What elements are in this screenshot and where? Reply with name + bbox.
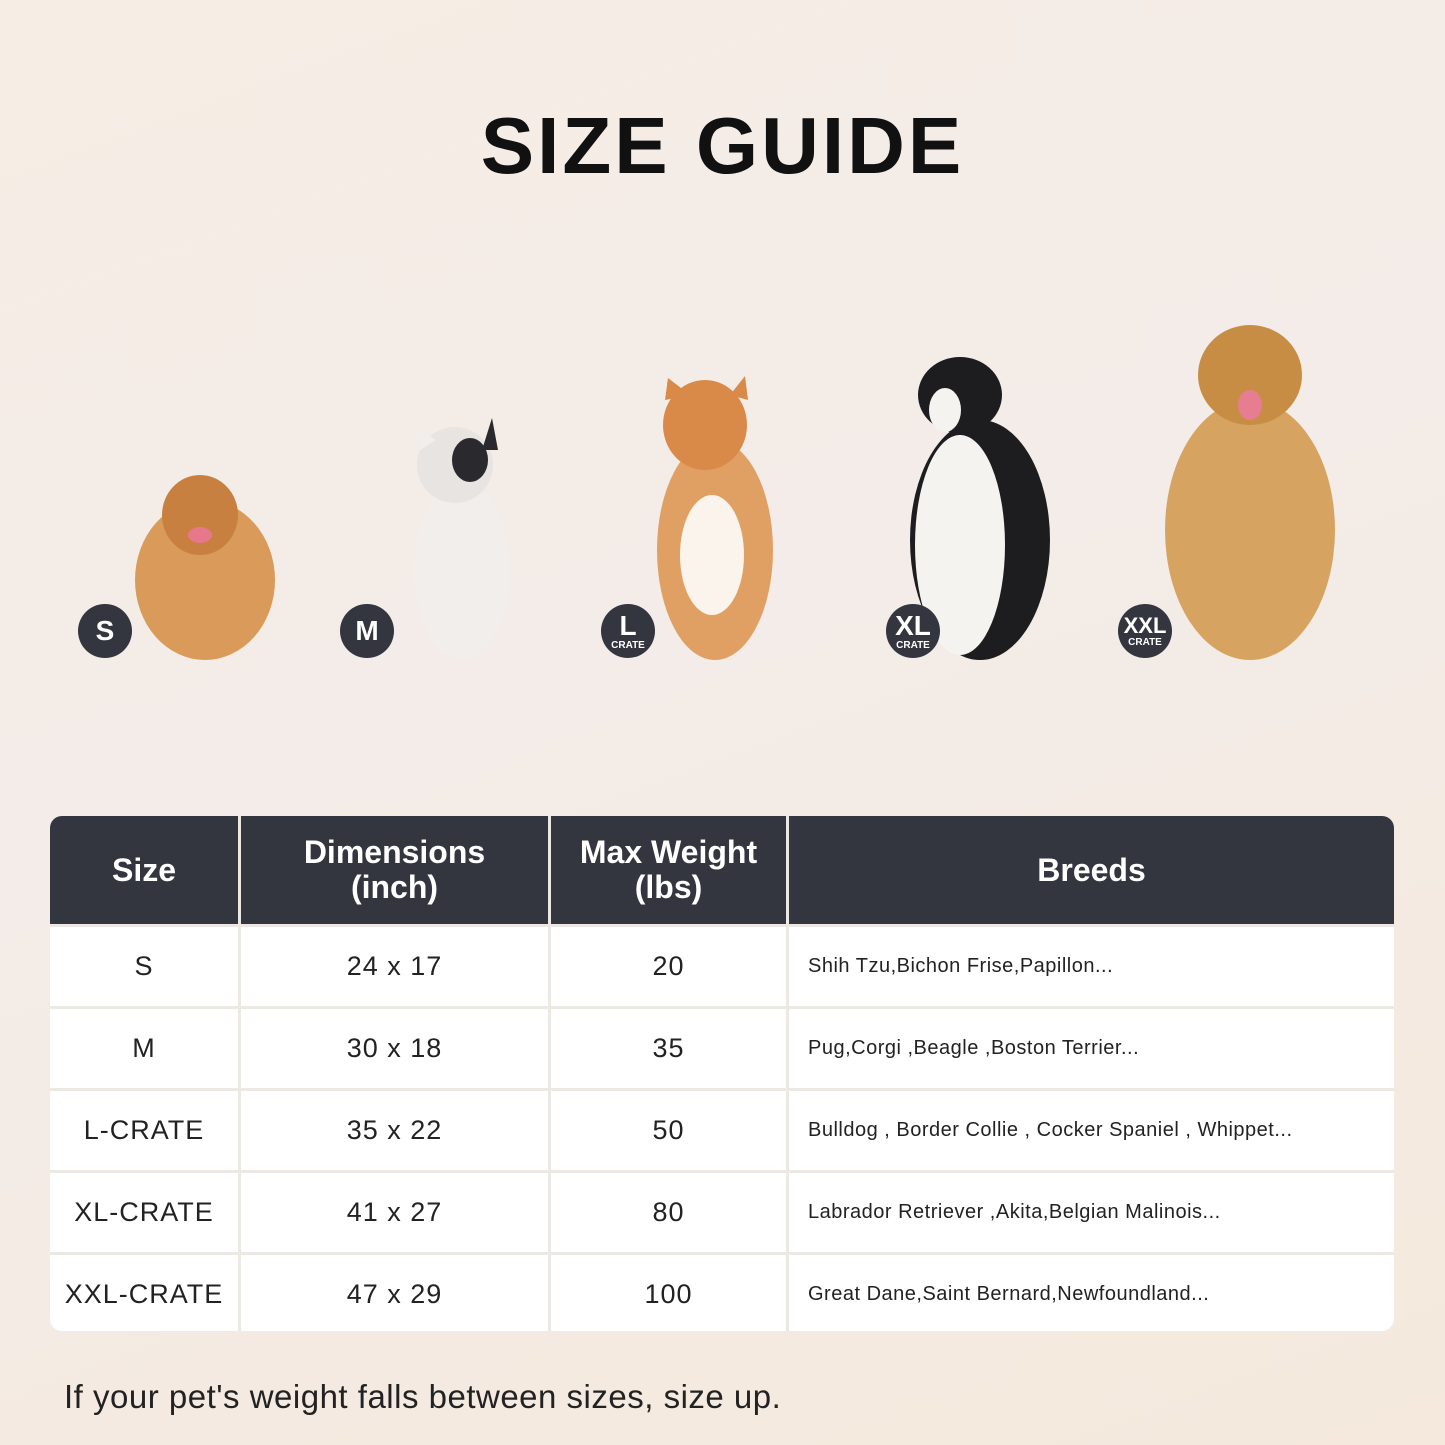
- cell-breeds: Pug,Corgi ,Beagle ,Boston Terrier...: [789, 1009, 1394, 1088]
- cell-dimensions: 35 x 22: [241, 1091, 548, 1170]
- cell-dimensions: 41 x 27: [241, 1173, 548, 1252]
- cell-dimensions: 47 x 29: [241, 1255, 548, 1331]
- border-collie-image: [910, 357, 1050, 660]
- badge-label: XL: [895, 609, 931, 641]
- badge-label: M: [355, 615, 379, 646]
- cell-max-weight: 100: [551, 1255, 786, 1331]
- header-max-weight: Max Weight (lbs): [551, 816, 786, 924]
- shiba-inu-image: [657, 376, 773, 660]
- cell-size: S: [50, 927, 238, 1006]
- badge-label: L: [619, 609, 637, 641]
- badge-label: S: [95, 615, 115, 646]
- header-breeds: Breeds: [789, 816, 1394, 924]
- sizing-note: If your pet's weight falls between sizes…: [64, 1378, 782, 1415]
- cell-size: M: [50, 1009, 238, 1088]
- cell-size: XXL-CRATE: [50, 1255, 238, 1331]
- size-badge-m: M: [340, 604, 394, 658]
- cell-dimensions: 24 x 17: [241, 927, 548, 1006]
- cell-breeds: Labrador Retriever ,Akita,Belgian Malino…: [789, 1173, 1394, 1252]
- size-badge-s: S: [78, 604, 132, 658]
- french-bulldog-image: [414, 418, 510, 660]
- cell-size: L-CRATE: [50, 1091, 238, 1170]
- badge-label: XXL: [1123, 612, 1167, 638]
- cell-size: XL-CRATE: [50, 1173, 238, 1252]
- cell-breeds: Bulldog , Border Collie , Cocker Spaniel…: [789, 1091, 1394, 1170]
- badge-sublabel: CRATE: [1128, 636, 1162, 648]
- header-dimensions: Dimensions (inch): [241, 816, 548, 924]
- cell-max-weight: 35: [551, 1009, 786, 1088]
- dog-illustrations: [135, 325, 1335, 660]
- size-badge-l: L CRATE: [601, 604, 655, 658]
- badge-sublabel: CRATE: [611, 639, 645, 651]
- cell-max-weight: 50: [551, 1091, 786, 1170]
- cell-breeds: Shih Tzu,Bichon Frise,Papillon...: [789, 927, 1394, 1006]
- cell-breeds: Great Dane,Saint Bernard,Newfoundland...: [789, 1255, 1394, 1331]
- cell-max-weight: 20: [551, 927, 786, 1006]
- cell-dimensions: 30 x 18: [241, 1009, 548, 1088]
- size-badge-xl: XL CRATE: [886, 604, 940, 658]
- size-badge-xxl: XXL CRATE: [1118, 604, 1172, 658]
- header-size: Size: [50, 816, 238, 924]
- size-table: Size Dimensions (inch) Max Weight (lbs) …: [50, 816, 1394, 1331]
- golden-retriever-image: [1165, 325, 1335, 660]
- pomeranian-image: [135, 475, 275, 660]
- cell-max-weight: 80: [551, 1173, 786, 1252]
- badge-sublabel: CRATE: [896, 639, 930, 651]
- page-title: SIZE GUIDE: [480, 101, 965, 190]
